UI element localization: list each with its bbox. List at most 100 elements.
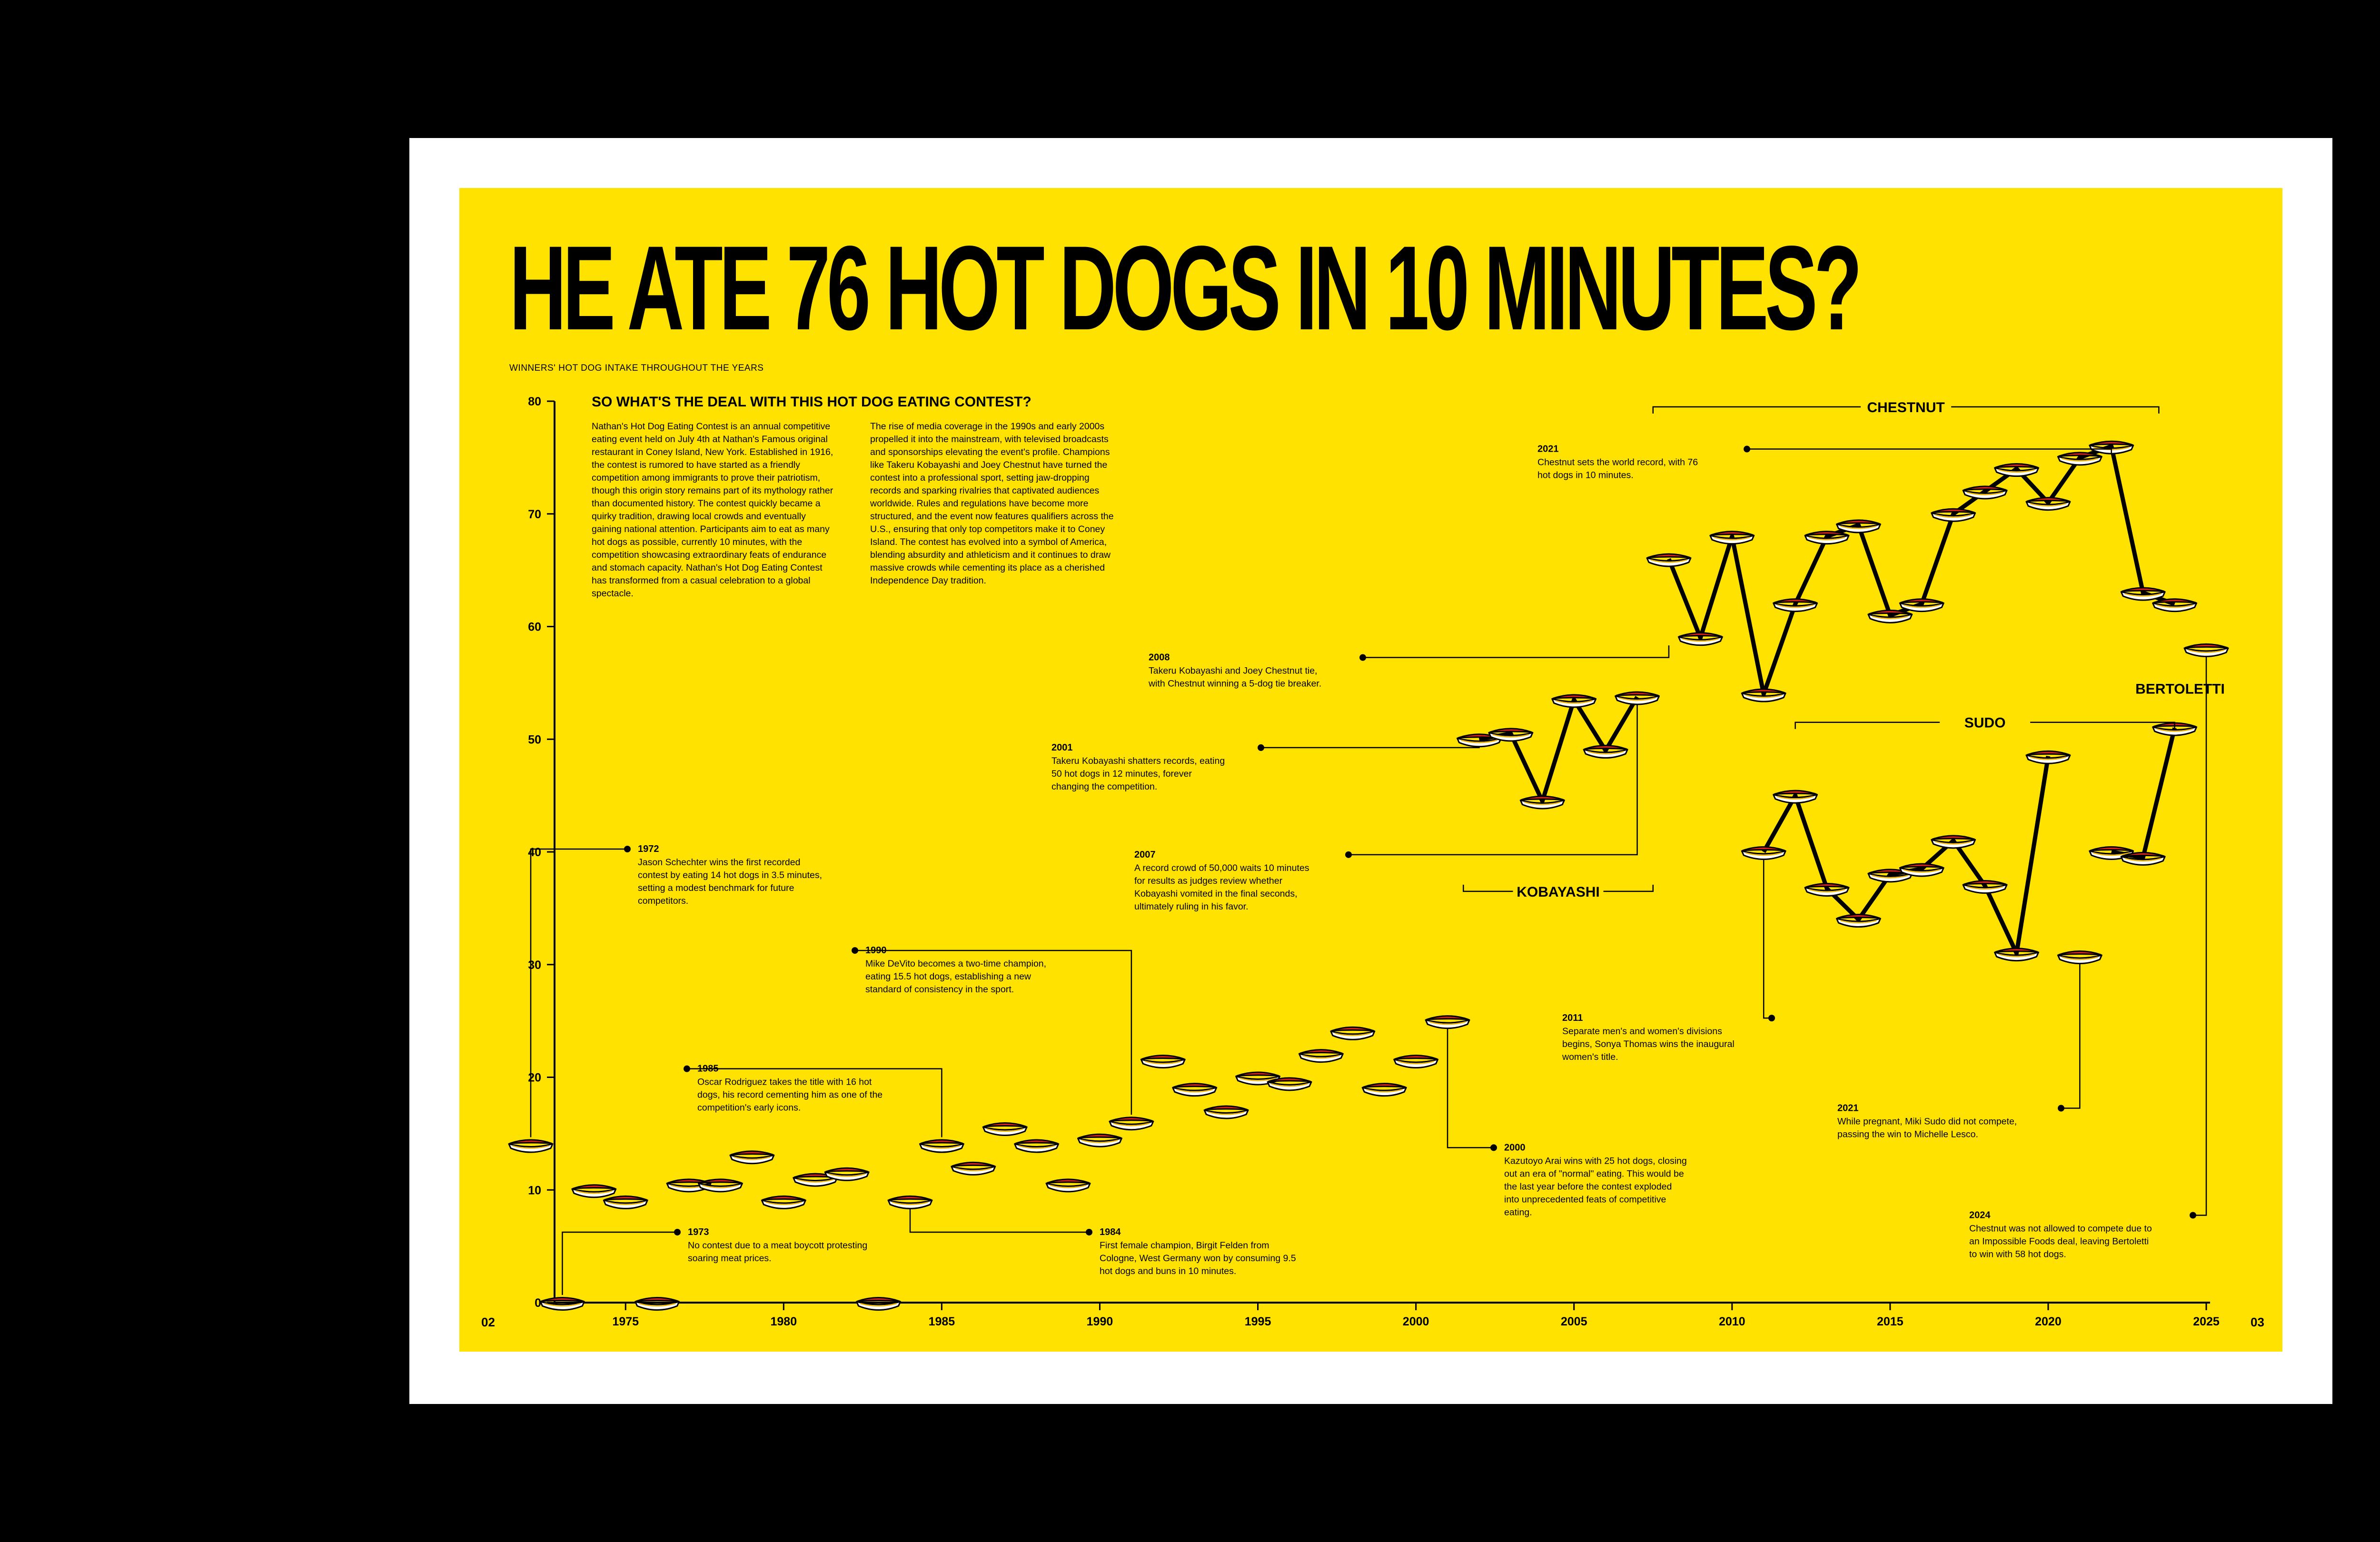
annotation-year: 2021	[1837, 1103, 1859, 1114]
hot-dog-icon	[1677, 632, 1723, 646]
hot-dog-icon	[982, 1122, 1028, 1137]
annotation-year: 2021	[1537, 444, 1559, 455]
hot-dog-icon	[1835, 914, 1881, 928]
hot-dog-icon	[824, 1167, 870, 1181]
series-line-sudo-a	[1762, 756, 2051, 956]
annotation-text: Kazutoyo Arai wins with 25 hot dogs, clo…	[1504, 1156, 1687, 1217]
annotation-dot	[684, 1065, 690, 1072]
annotation-text: First female champion, Birgit Felden fro…	[1100, 1240, 1296, 1276]
x-tick-label: 1995	[1245, 1315, 1271, 1328]
hot-dog-icon	[1867, 609, 1913, 623]
hot-dog-icon	[1077, 1133, 1122, 1147]
hot-dog-line-chart: 0 10 20 30 40 50 60 70 80 1975 1980 1985 1990 1995 200…	[508, 395, 2229, 1328]
annotation-text: Oscar Rodriguez takes the title with 16 …	[697, 1077, 883, 1113]
hot-dog-icon	[2057, 950, 2102, 964]
hot-dog-icon	[1551, 694, 1597, 708]
hot-dog-icon	[1709, 531, 1755, 545]
hot-dog-icon	[2120, 587, 2166, 601]
annotation-year: 1973	[688, 1227, 709, 1237]
hot-dog-icon	[539, 1297, 585, 1311]
annotation: 2000 Kazutoyo Arai wins with 25 hot dogs,…	[1447, 1028, 1687, 1217]
y-tick-label: 30	[528, 959, 541, 972]
hot-dog-icon	[1804, 882, 1850, 897]
hot-dog-icon	[1172, 1083, 1218, 1097]
intro-paragraph-1: Nathan's Hot Dog Eating Contest is an an…	[592, 421, 833, 599]
y-tick-label: 70	[528, 508, 541, 521]
annotation-dot	[1768, 1015, 1775, 1022]
page-number-right: 03	[2251, 1315, 2264, 1329]
annotation-dot	[1744, 445, 1750, 453]
hot-dog-icon	[508, 1139, 554, 1153]
hot-dog-icon	[1931, 508, 1976, 522]
annotation-dot	[1258, 744, 1264, 751]
annotation-connector	[2061, 963, 2081, 1109]
hot-dog-icon	[603, 1195, 648, 1209]
x-tick-label: 1985	[929, 1315, 955, 1328]
annotation-connector	[687, 1068, 942, 1137]
annotation: 2021 Chestnut sets the world record, with…	[1537, 444, 2112, 481]
annotation-year: 2008	[1149, 652, 1170, 663]
annotation-dot	[2190, 1212, 2196, 1219]
annotation-dot	[852, 947, 858, 954]
hot-dog-icon	[856, 1297, 902, 1311]
annotation-connector	[1349, 704, 1638, 856]
hot-dog-icon	[2089, 846, 2134, 860]
y-tick-label: 20	[528, 1071, 541, 1085]
x-tick-label: 1990	[1087, 1315, 1113, 1328]
group-label-backdrop	[1940, 712, 2031, 732]
hot-dog-icon	[635, 1297, 680, 1311]
annotation-connector	[562, 1231, 677, 1295]
hot-dog-icon	[1140, 1054, 1186, 1068]
hot-dog-icon	[1962, 880, 2008, 894]
group-label-backdrop	[1861, 397, 1952, 416]
hot-dog-icon	[1361, 1083, 1407, 1097]
series-line-kobayashi	[1478, 696, 1639, 803]
hot-dog-icon	[1615, 691, 1660, 705]
annotation-connector	[1747, 448, 2112, 454]
hot-dog-icon	[1804, 531, 1850, 545]
annotation-text: No contest due to a meat boycott protest…	[688, 1240, 867, 1264]
annotation-text: Separate men's and women's divisions begi…	[1562, 1026, 1735, 1062]
annotation-connector	[909, 1208, 1089, 1233]
annotation-text: Takeru Kobayashi and Joey Chestnut tie, w…	[1148, 666, 1321, 689]
group-label: KOBAYASHI	[1517, 884, 1600, 900]
group-label-backdrop	[1513, 881, 1604, 901]
hot-dog-icon	[1583, 744, 1628, 759]
series-line-sudo-b	[2111, 727, 2177, 860]
annotation: 1973 No contest due to a meat boycott pro…	[562, 1227, 867, 1295]
hot-dog-icon	[1994, 463, 2040, 477]
annotation: 2021 While pregnant, Miki Sudo did not co…	[1837, 963, 2081, 1140]
annotation-connector	[1363, 645, 1670, 658]
hot-dog-icon	[1962, 485, 2008, 500]
annotation-year: 1990	[865, 945, 887, 956]
annotation: 2007 A record crowd of 50,000 waits 10 mi…	[1134, 704, 1638, 912]
hot-dog-icon	[1519, 795, 1565, 810]
annotation-dot	[1359, 654, 1366, 661]
hot-dog-icon	[1298, 1049, 1344, 1063]
annotation-dot	[1086, 1228, 1092, 1236]
hot-dog-icon	[951, 1161, 996, 1176]
annotation: 1990 Mike DeVito becomes a two-time champ…	[852, 945, 1132, 1115]
hot-dog-icon	[1899, 598, 1944, 613]
x-tick-label: 2005	[1561, 1315, 1587, 1328]
x-tick-label: 2015	[1877, 1315, 1904, 1328]
hot-dog-icon	[1456, 733, 1502, 748]
hot-dog-icon	[2152, 722, 2198, 736]
annotation: 2011 Separate men's and women's divisions…	[1562, 860, 1775, 1062]
annotation-dot	[624, 846, 631, 852]
hot-dog-icon	[1014, 1139, 1060, 1153]
annotation: 1972 Jason Schechter wins the first recor…	[530, 844, 822, 1137]
intro-heading: SO WHAT'S THE DEAL WITH THIS HOT DOG EAT…	[592, 394, 1031, 410]
hot-dog-icon	[1773, 790, 1818, 804]
hot-dog-icon	[761, 1195, 806, 1209]
y-tick-label: 80	[528, 395, 541, 408]
x-tick-label: 2020	[2035, 1315, 2062, 1328]
annotation: 1985 Oscar Rodriguez takes the title with…	[684, 1064, 942, 1137]
x-tick-label: 1975	[612, 1315, 639, 1328]
hot-dog-icon	[1773, 598, 1818, 613]
chart-subtitle: WINNERS' HOT DOG INTAKE THROUGHOUT THE Y…	[509, 363, 764, 373]
annotation-year: 1972	[638, 844, 659, 854]
hot-dog-icon	[697, 1178, 743, 1193]
annotation-dot	[1490, 1144, 1497, 1151]
annotation-text: Chestnut sets the world record, with 76 h…	[1537, 457, 1698, 481]
